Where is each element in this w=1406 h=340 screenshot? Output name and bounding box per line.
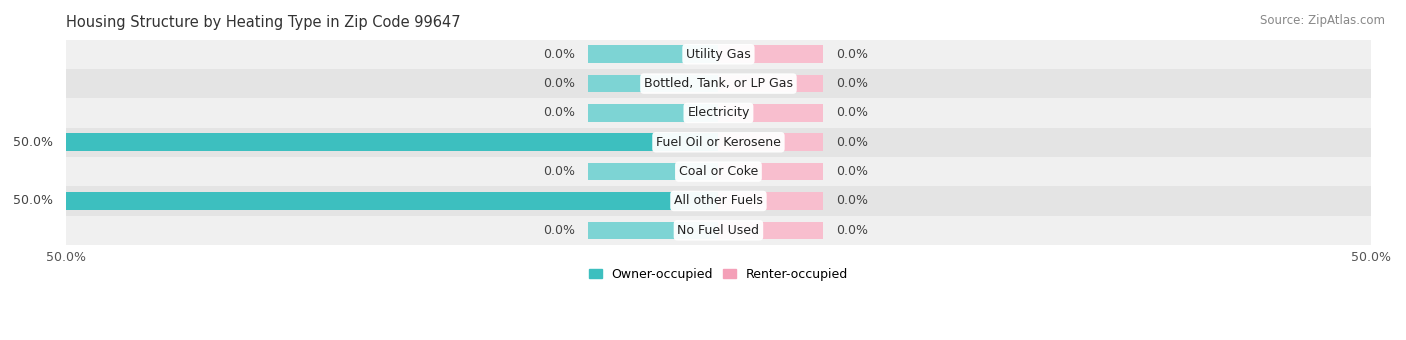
Text: All other Fuels: All other Fuels — [673, 194, 763, 207]
Bar — [66, 157, 1371, 186]
Bar — [718, 222, 823, 239]
Text: 0.0%: 0.0% — [837, 165, 868, 178]
Bar — [66, 98, 1371, 128]
Bar — [588, 104, 718, 122]
Text: 0.0%: 0.0% — [543, 48, 575, 61]
Bar — [66, 128, 1371, 157]
Bar — [66, 192, 718, 210]
Text: 0.0%: 0.0% — [837, 48, 868, 61]
Bar — [718, 75, 823, 92]
Bar — [718, 46, 823, 63]
Bar — [588, 75, 718, 92]
Text: Fuel Oil or Kerosene: Fuel Oil or Kerosene — [657, 136, 780, 149]
Text: 50.0%: 50.0% — [13, 194, 53, 207]
Text: 0.0%: 0.0% — [837, 136, 868, 149]
Text: 0.0%: 0.0% — [543, 106, 575, 119]
Text: Electricity: Electricity — [688, 106, 749, 119]
Bar — [66, 216, 1371, 245]
Bar — [588, 222, 718, 239]
Text: 0.0%: 0.0% — [543, 224, 575, 237]
Text: Housing Structure by Heating Type in Zip Code 99647: Housing Structure by Heating Type in Zip… — [66, 15, 461, 30]
Bar — [718, 192, 823, 210]
Bar — [588, 163, 718, 181]
Text: 0.0%: 0.0% — [837, 194, 868, 207]
Bar — [588, 46, 718, 63]
Bar — [718, 104, 823, 122]
Text: No Fuel Used: No Fuel Used — [678, 224, 759, 237]
Legend: Owner-occupied, Renter-occupied: Owner-occupied, Renter-occupied — [583, 263, 853, 286]
Bar — [718, 134, 823, 151]
Bar — [66, 69, 1371, 98]
Bar — [66, 39, 1371, 69]
Text: Coal or Coke: Coal or Coke — [679, 165, 758, 178]
Text: Bottled, Tank, or LP Gas: Bottled, Tank, or LP Gas — [644, 77, 793, 90]
Text: 0.0%: 0.0% — [837, 224, 868, 237]
Text: 0.0%: 0.0% — [837, 106, 868, 119]
Text: 0.0%: 0.0% — [543, 165, 575, 178]
Text: 0.0%: 0.0% — [543, 77, 575, 90]
Bar — [66, 134, 718, 151]
Text: Utility Gas: Utility Gas — [686, 48, 751, 61]
Bar — [718, 163, 823, 181]
Bar — [66, 186, 1371, 216]
Text: 0.0%: 0.0% — [837, 77, 868, 90]
Text: Source: ZipAtlas.com: Source: ZipAtlas.com — [1260, 14, 1385, 27]
Text: 50.0%: 50.0% — [13, 136, 53, 149]
